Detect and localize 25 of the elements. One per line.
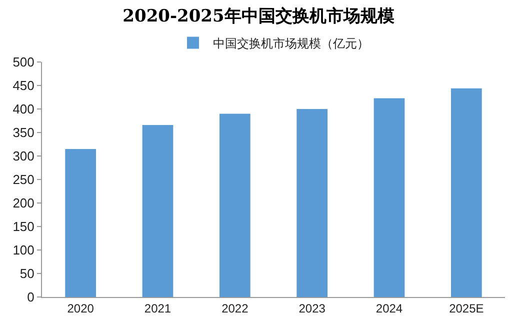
y-tick-label: 200 xyxy=(12,196,34,211)
x-tick-label: 2020 xyxy=(67,301,94,316)
y-tick-label: 150 xyxy=(12,219,34,234)
bar xyxy=(219,114,250,297)
y-tick-label: 350 xyxy=(12,125,34,140)
y-tick-label: 500 xyxy=(12,54,34,70)
y-tick-label: 250 xyxy=(12,172,34,188)
bar xyxy=(374,98,405,297)
legend-label: 中国交换机市场规模（亿元） xyxy=(213,36,369,50)
chart-title: 2020-2025年中国交换机市场规模 xyxy=(122,6,394,27)
x-tick-label: 2025E xyxy=(449,301,484,316)
y-tick-label: 300 xyxy=(12,148,34,164)
y-tick-label: 0 xyxy=(27,290,34,305)
x-tick-label: 2022 xyxy=(222,301,249,316)
y-tick-label: 100 xyxy=(12,242,34,258)
y-tick-label: 450 xyxy=(12,78,34,94)
bar xyxy=(65,148,96,297)
x-tick-label: 2024 xyxy=(376,301,403,316)
y-tick-label: 400 xyxy=(12,102,34,117)
x-tick-label: 2021 xyxy=(144,301,172,316)
bar xyxy=(142,124,174,297)
y-tick-label: 50 xyxy=(20,266,34,282)
bar xyxy=(450,88,482,297)
bar xyxy=(296,109,328,297)
x-tick-label: 2023 xyxy=(298,301,326,316)
